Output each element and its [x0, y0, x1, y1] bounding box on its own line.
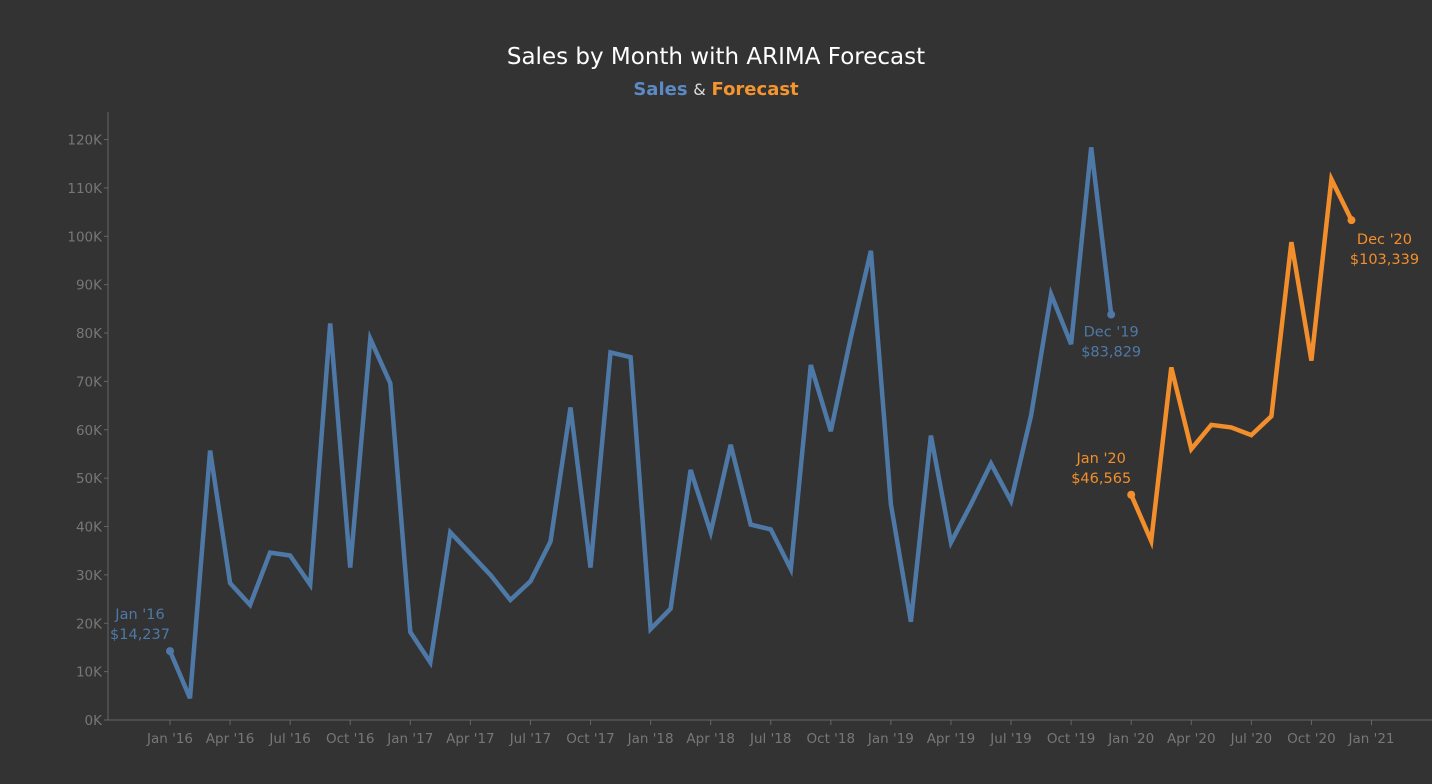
annotation-date-label: Jan '20	[1075, 451, 1125, 467]
subtitle-ampersand: &	[693, 80, 706, 99]
y-tick-label: 10K	[76, 665, 103, 681]
endpoint-marker	[1347, 216, 1356, 225]
x-tick-label: Jul '16	[268, 731, 310, 747]
y-tick-label: 110K	[67, 181, 103, 197]
subtitle-sales-label: Sales	[633, 79, 688, 100]
x-tick-label: Jan '17	[386, 731, 433, 747]
y-tick-label: 0K	[85, 713, 104, 729]
endpoint-marker	[1127, 490, 1136, 499]
x-tick-label: Jan '18	[627, 731, 674, 747]
y-tick-label: 50K	[76, 471, 103, 487]
x-tick-label: Jul '20	[1230, 731, 1272, 747]
annotation-value-label: $46,565	[1071, 471, 1131, 487]
y-tick-label: 120K	[67, 133, 103, 149]
y-tick-label: 20K	[76, 616, 103, 632]
x-tick-label: Oct '18	[807, 731, 856, 747]
y-tick-label: 80K	[76, 326, 103, 342]
x-tick-label: Jan '20	[1107, 731, 1154, 747]
subtitle-forecast-label: Forecast	[711, 79, 799, 100]
x-tick-label: Jul '17	[509, 731, 551, 747]
endpoint-marker	[1107, 310, 1116, 319]
sales-series-line	[167, 147, 1114, 700]
x-tick-label: Jan '16	[146, 731, 193, 747]
x-tick-label: Apr '18	[686, 731, 735, 747]
x-tick-label: Jul '19	[989, 731, 1031, 747]
x-tick-label: Jul '18	[749, 731, 791, 747]
y-tick-label: 100K	[67, 229, 103, 245]
annotation-date-label: Dec '20	[1357, 232, 1412, 248]
x-tick-label: Oct '16	[326, 731, 375, 747]
x-tick-label: Apr '19	[927, 731, 976, 747]
annotation-value-label: $14,237	[110, 627, 170, 643]
y-tick-label: 70K	[76, 374, 103, 390]
y-tick-label: 90K	[76, 278, 103, 294]
chart-subtitle: Sales & Forecast	[0, 79, 1432, 100]
x-tick-label: Oct '19	[1047, 731, 1096, 747]
forecast-series-line	[1129, 171, 1354, 550]
x-tick-label: Jan '19	[867, 731, 914, 747]
x-tick-label: Oct '17	[566, 731, 615, 747]
x-tick-label: Apr '16	[206, 731, 255, 747]
annotation-date-label: Jan '16	[114, 607, 164, 623]
x-tick-label: Apr '20	[1167, 731, 1216, 747]
y-tick-label: 60K	[76, 423, 103, 439]
endpoint-marker	[166, 647, 174, 656]
x-tick-label: Oct '20	[1287, 731, 1336, 747]
annotation-value-label: $83,829	[1081, 345, 1141, 361]
annotation-date-label: Dec '19	[1084, 325, 1139, 341]
x-tick-label: Jan '21	[1348, 731, 1395, 747]
chart-title: Sales by Month with ARIMA Forecast	[506, 44, 926, 70]
y-tick-label: 40K	[76, 520, 103, 536]
x-tick-label: Apr '17	[446, 731, 495, 747]
annotation-value-label: $103,339	[1350, 252, 1419, 268]
y-tick-label: 30K	[76, 568, 103, 584]
